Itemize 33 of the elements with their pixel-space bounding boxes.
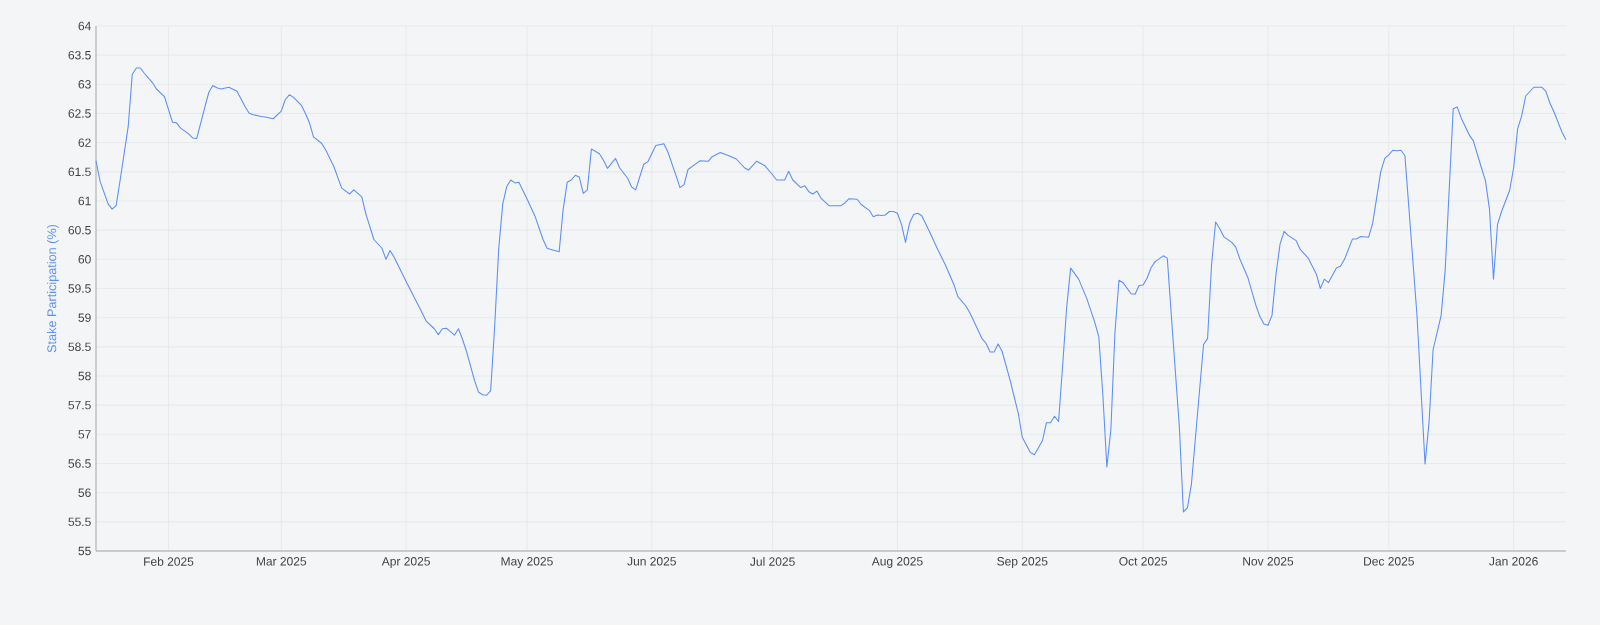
y-tick-label: 60 xyxy=(78,255,91,264)
y-tick-label: 63.5 xyxy=(68,50,91,60)
x-tick-label: Mar 2025 xyxy=(256,557,307,566)
y-tick-label: 60.5 xyxy=(68,225,91,235)
y-tick-label: 57 xyxy=(78,430,91,439)
y-tick-label: 58 xyxy=(78,371,91,381)
y-tick-label: 56 xyxy=(78,488,91,497)
x-tick-label: Oct 2025 xyxy=(1119,557,1167,566)
line-series xyxy=(95,67,1567,513)
y-tick-label: 59 xyxy=(78,313,91,322)
y-tick-label: 58.5 xyxy=(68,342,91,352)
y-axis-title: Stake Participation (%) xyxy=(46,224,59,353)
x-tick-label: Apr 2025 xyxy=(381,557,430,568)
y-tick-label: 61 xyxy=(78,196,91,206)
x-tick-label: Nov 2025 xyxy=(1243,557,1294,566)
x-tick-label: May 2025 xyxy=(501,557,553,568)
x-tick-label: Aug 2025 xyxy=(871,557,923,568)
x-tick-label: Sep 2025 xyxy=(997,557,1048,568)
y-tick-label: 63 xyxy=(78,80,91,89)
y-tick-label: 55.5 xyxy=(68,517,91,527)
y-tick-label: 59.5 xyxy=(68,284,91,293)
y-tick-label: 62.5 xyxy=(68,109,91,118)
y-tick-label: 64 xyxy=(78,21,91,31)
y-tick-label: 56.5 xyxy=(68,459,91,468)
x-tick-label: Jun 2025 xyxy=(627,557,676,566)
x-tick-label: Feb 2025 xyxy=(144,557,194,566)
y-tick-label: 55 xyxy=(78,546,91,556)
y-tick-label: 62 xyxy=(78,138,91,147)
y-tick-label: 57.5 xyxy=(68,400,91,410)
x-tick-label: Jan 2026 xyxy=(1489,557,1538,566)
x-tick-label: Jul 2025 xyxy=(750,557,795,566)
x-tick-label: Dec 2025 xyxy=(1364,557,1414,566)
y-tick-label: 61.5 xyxy=(68,167,91,177)
